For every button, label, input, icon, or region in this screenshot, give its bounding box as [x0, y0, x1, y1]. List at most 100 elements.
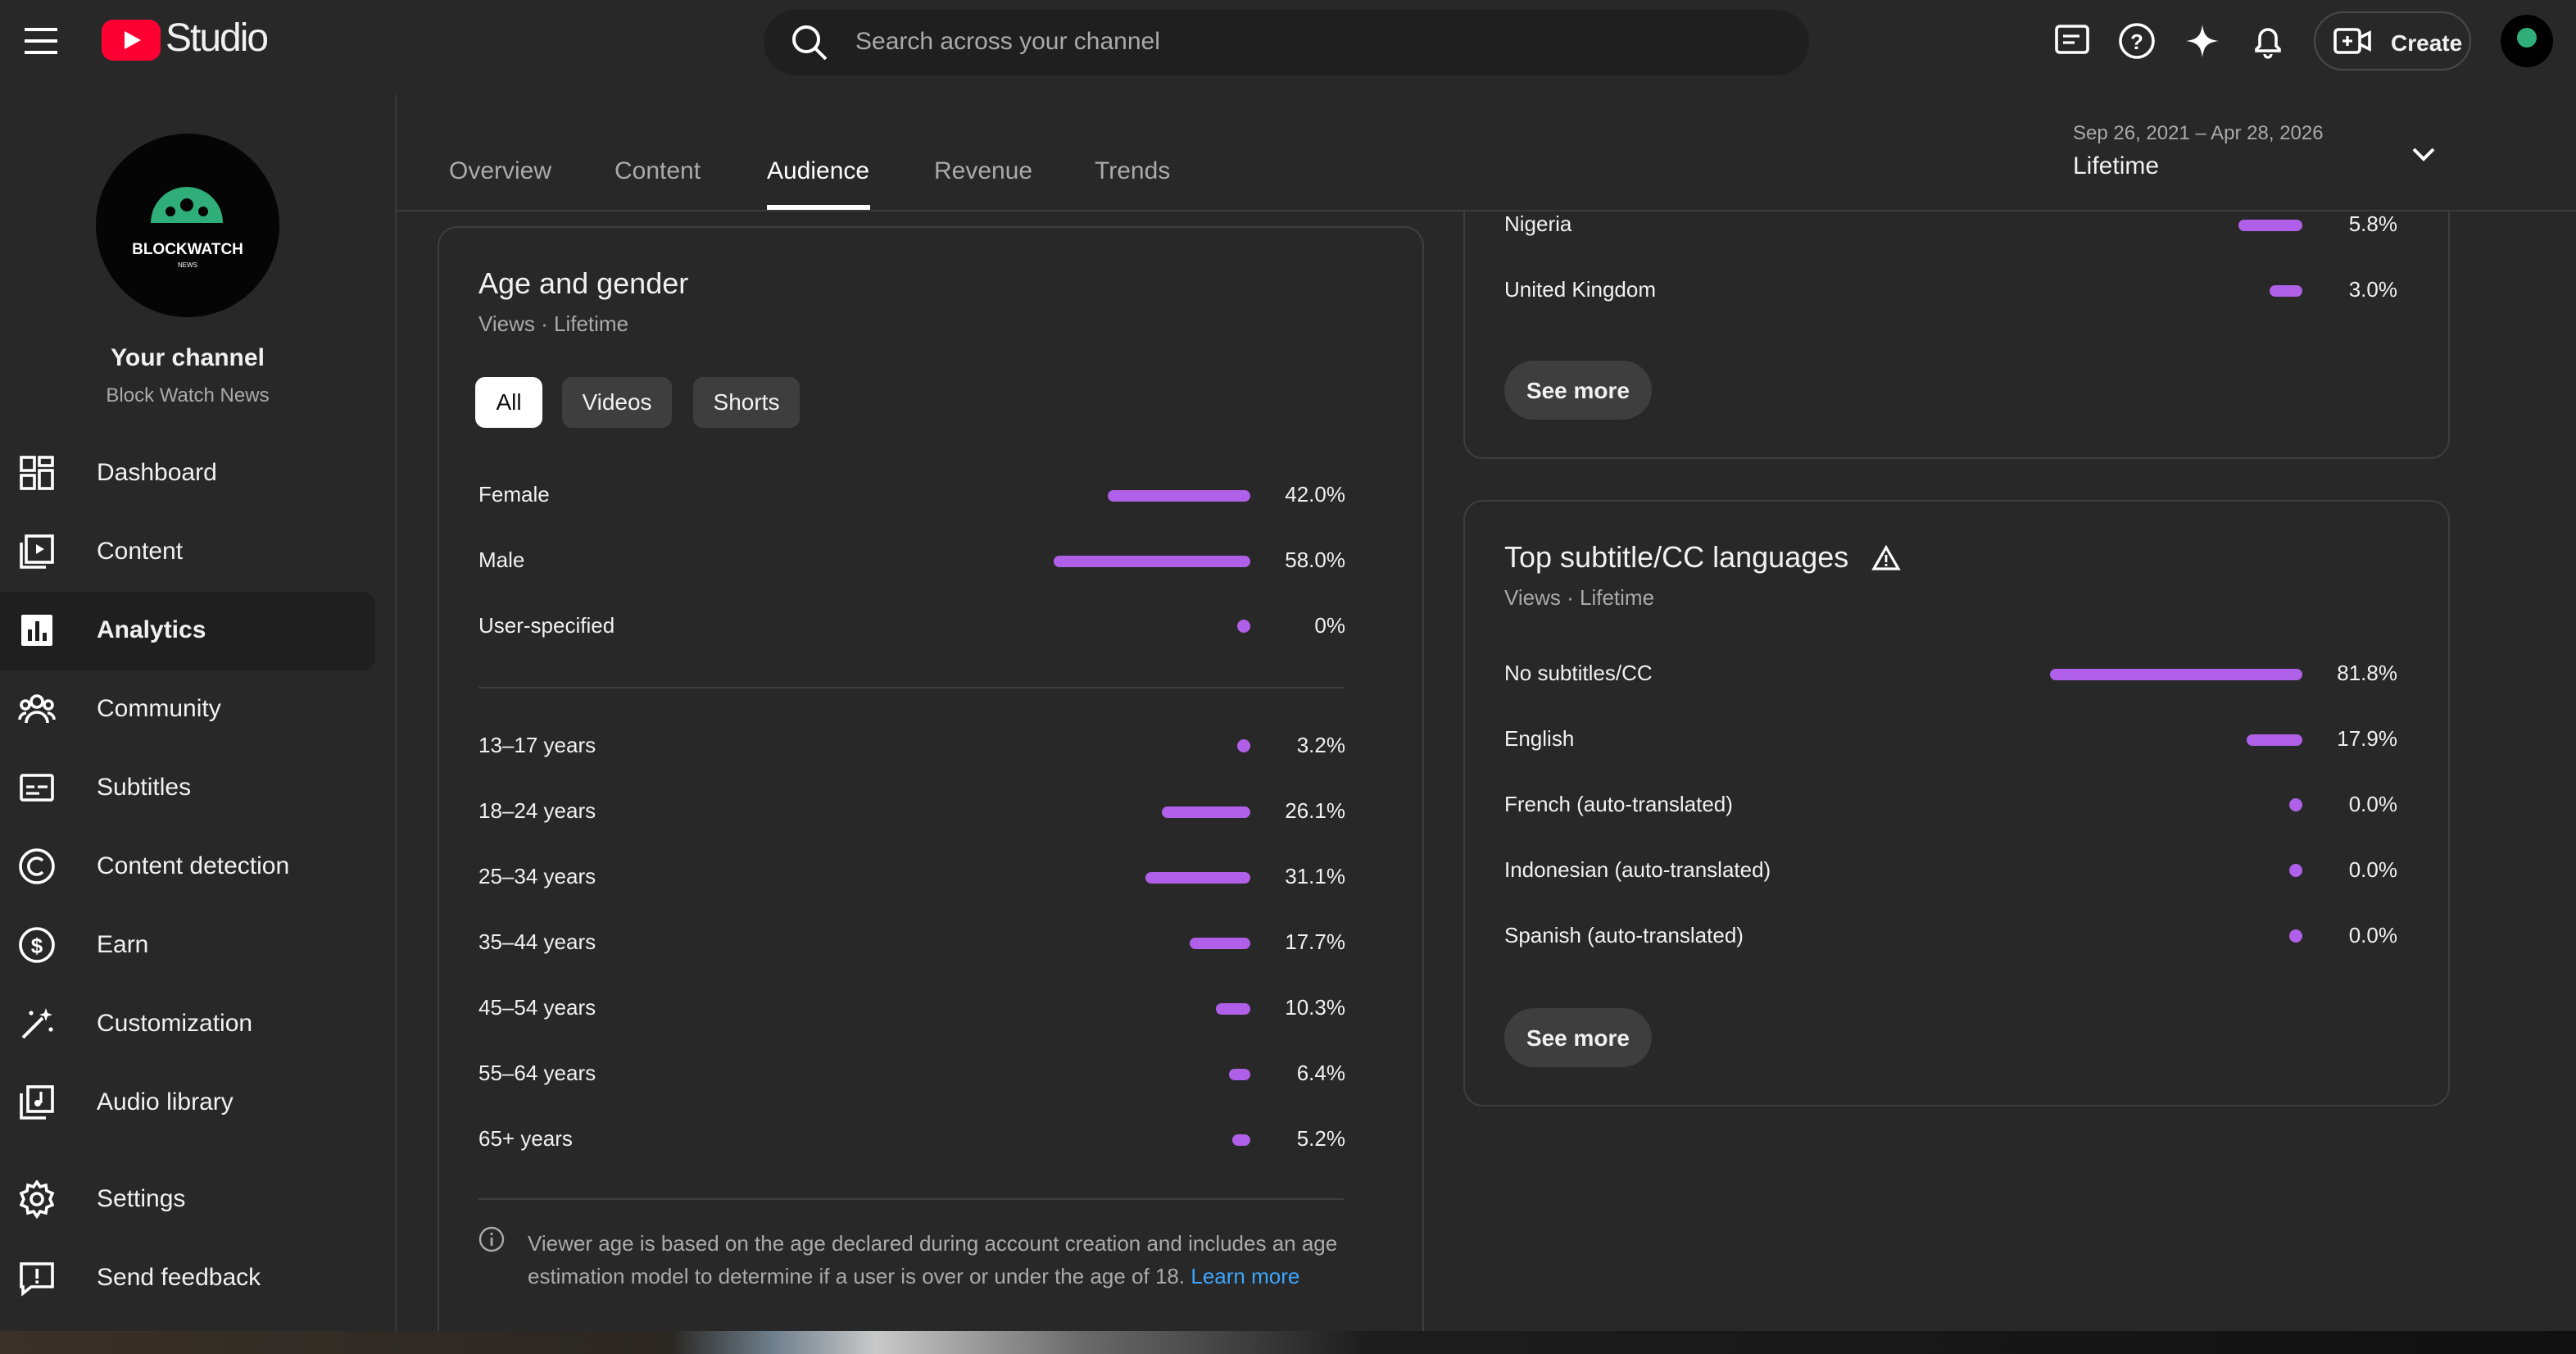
logo-text: Studio — [166, 16, 269, 61]
channel-title: Your channel — [111, 344, 265, 372]
filter-chip[interactable]: All — [475, 377, 542, 428]
svg-text:?: ? — [2130, 30, 2143, 54]
age-gender-card: Age and gender Views · Lifetime Viewer a… — [438, 226, 1424, 1331]
nav-label: Settings — [97, 1185, 186, 1213]
note-text: Viewer age is based on the age declared … — [528, 1231, 1338, 1288]
row-label: 65+ years — [478, 1126, 573, 1151]
warning-icon[interactable] — [1871, 544, 1901, 572]
help-icon[interactable]: ? — [2119, 23, 2158, 62]
bar — [1108, 490, 1250, 502]
bar-row: User-specified 0% — [478, 610, 1345, 643]
row-label: French (auto-translated) — [1504, 792, 1733, 816]
bar — [1237, 739, 1250, 752]
row-label: 45–54 years — [478, 995, 596, 1020]
nav-icon — [20, 1085, 54, 1120]
nav-item[interactable]: $ Earn — [0, 906, 375, 985]
nav-label: Earn — [97, 931, 149, 959]
bar — [1161, 806, 1250, 818]
learn-more-link[interactable]: Learn more — [1190, 1264, 1300, 1288]
nav-label: Subtitles — [97, 774, 192, 802]
nav-icon — [18, 694, 56, 724]
nav-item[interactable]: Content — [0, 513, 375, 592]
nav-icon — [21, 615, 52, 646]
row-value: 0.0% — [2348, 792, 2397, 816]
row-value: 31.1% — [1285, 864, 1345, 888]
row-label: User-specified — [478, 613, 615, 638]
bar — [1190, 938, 1250, 949]
card-subtitle: Views · Lifetime — [1504, 585, 1655, 610]
youtube-logo[interactable] — [102, 20, 161, 61]
bar-row: Female 42.0% — [478, 479, 1345, 511]
filter-chip[interactable]: Videos — [562, 377, 672, 428]
top-bar: Studio Search across your channel ? Crea… — [0, 0, 2576, 95]
bar — [2289, 798, 2302, 811]
account-avatar[interactable] — [2501, 15, 2553, 67]
nav-label: Audio library — [97, 1088, 234, 1116]
row-label: 55–64 years — [478, 1061, 596, 1085]
nav-label: Content detection — [97, 852, 290, 880]
nav-item[interactable]: Send feedback — [0, 1239, 375, 1318]
bar-row: 13–17 years 3.2% — [478, 729, 1345, 762]
menu-icon[interactable] — [25, 26, 57, 56]
bar — [1053, 556, 1250, 567]
row-label: Indonesian (auto-translated) — [1504, 857, 1771, 882]
nav-item[interactable]: Content detection — [0, 828, 375, 906]
row-value: 5.2% — [1296, 1126, 1345, 1151]
nav-item[interactable]: Settings — [0, 1161, 375, 1239]
row-value: 10.3% — [1285, 995, 1345, 1020]
bar — [1228, 1069, 1250, 1080]
card-title: Age and gender — [478, 267, 689, 300]
nav-item[interactable]: Audio library — [0, 1064, 375, 1143]
date-label[interactable]: Lifetime — [2073, 152, 2160, 180]
notifications-icon[interactable] — [2250, 23, 2289, 62]
bar-row: 25–34 years 31.1% — [478, 861, 1345, 893]
row-label: English — [1504, 726, 1575, 751]
row-label: Female — [478, 482, 550, 507]
card-title: Top subtitle/CC languages — [1504, 541, 1849, 574]
feedback-icon[interactable] — [2053, 23, 2093, 62]
row-label: 25–34 years — [478, 864, 596, 888]
create-icon — [2333, 28, 2371, 54]
row-value: 5.8% — [2348, 211, 2397, 236]
nav-item[interactable]: Community — [0, 670, 375, 749]
bar-row: 35–44 years 17.7% — [478, 926, 1345, 959]
tab[interactable]: Revenue — [934, 157, 1033, 185]
nav-item[interactable]: Analytics — [0, 592, 375, 670]
see-more-button[interactable]: See more — [1504, 361, 1652, 420]
nav-icon — [19, 848, 55, 884]
sparkle-icon[interactable] — [2184, 23, 2224, 62]
nav-icon — [20, 534, 54, 569]
search-box[interactable]: Search across your channel — [764, 10, 1809, 75]
nav-icon — [20, 1262, 54, 1297]
bar — [2269, 285, 2302, 297]
create-button[interactable]: Create — [2314, 11, 2471, 70]
nav-label: Send feedback — [97, 1264, 261, 1292]
bar-row: 55–64 years 6.4% — [478, 1057, 1345, 1090]
bar-row: 65+ years 5.2% — [478, 1123, 1345, 1156]
nav-icon — [20, 774, 54, 802]
tab[interactable]: Overview — [449, 157, 552, 185]
tab[interactable]: Audience — [767, 157, 870, 185]
row-value: 0.0% — [2348, 923, 2397, 947]
card-subtitle: Views · Lifetime — [478, 311, 629, 336]
nav-icon — [20, 456, 54, 490]
filter-chip[interactable]: Shorts — [693, 377, 800, 428]
channel-avatar[interactable]: BLOCKWATCH NEWS — [95, 133, 280, 318]
nav-item[interactable]: Dashboard — [0, 434, 375, 513]
nav-label: Community — [97, 695, 221, 723]
row-value: 3.0% — [2348, 277, 2397, 302]
tab[interactable]: Content — [615, 157, 701, 185]
info-icon — [478, 1226, 505, 1252]
date-range[interactable]: Sep 26, 2021 – Apr 28, 2026 — [2073, 121, 2324, 144]
nav-item[interactable]: Customization — [0, 985, 375, 1064]
nav-item[interactable]: Subtitles — [0, 749, 375, 828]
tab[interactable]: Trends — [1095, 157, 1171, 185]
see-more-button[interactable]: See more — [1504, 1008, 1652, 1067]
row-value: 17.7% — [1285, 929, 1345, 954]
row-value: 42.0% — [1285, 482, 1345, 507]
dropdown-icon[interactable] — [2410, 144, 2437, 164]
row-label: Nigeria — [1504, 211, 1572, 236]
tab-bar: Overview Content Audience Revenue Trends Sep… — [397, 95, 2576, 211]
